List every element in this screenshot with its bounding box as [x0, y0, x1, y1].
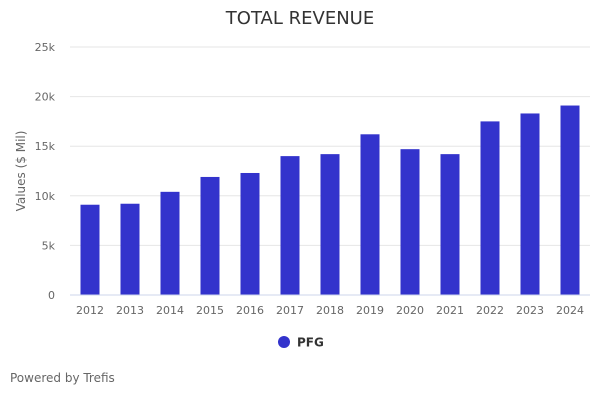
bar-2021[interactable] — [440, 154, 460, 295]
bar-2015[interactable] — [200, 176, 220, 295]
legend[interactable]: PFG — [278, 336, 324, 350]
x-tick-label: 2014 — [156, 304, 184, 317]
bar-2017[interactable] — [280, 156, 300, 295]
y-tick-label: 10k — [35, 190, 56, 203]
bars — [80, 105, 580, 296]
chart-title: TOTAL REVENUE — [225, 8, 374, 29]
bar-2012[interactable] — [80, 204, 100, 295]
bar-2024[interactable] — [560, 105, 580, 295]
x-tick-label: 2022 — [476, 304, 504, 317]
gridlines — [70, 46, 590, 246]
bar-2014[interactable] — [160, 191, 180, 295]
x-tick-label: 2019 — [356, 304, 384, 317]
legend-marker-icon — [278, 336, 290, 348]
y-tick-label: 20k — [35, 91, 56, 104]
x-tick-label: 2015 — [196, 304, 224, 317]
x-tick-label: 2017 — [276, 304, 304, 317]
bar-2020[interactable] — [400, 149, 420, 295]
x-axis-ticks: 2012 2013 2014 2015 2016 2017 2018 2019 2020 2021… — [76, 304, 584, 317]
y-axis-title: Values ($ Mil) — [14, 131, 28, 212]
bar-2013[interactable] — [120, 203, 140, 295]
x-tick-label: 2023 — [516, 304, 544, 317]
x-tick-label: 2018 — [316, 304, 344, 317]
y-tick-label: 15k — [35, 140, 56, 153]
x-tick-label: 2013 — [116, 304, 144, 317]
x-tick-label: 2024 — [556, 304, 584, 317]
bar-2016[interactable] — [240, 172, 260, 295]
credit-text: Powered by Trefis — [10, 371, 115, 385]
bar-2018[interactable] — [320, 154, 340, 295]
y-tick-label: 0 — [48, 289, 55, 302]
y-tick-label: 25k — [35, 41, 56, 54]
x-tick-label: 2016 — [236, 304, 264, 317]
x-tick-label: 2020 — [396, 304, 424, 317]
x-tick-label: 2012 — [76, 304, 104, 317]
bar-2019[interactable] — [360, 134, 380, 295]
y-tick-label: 5k — [42, 239, 56, 252]
legend-label: PFG — [297, 336, 324, 350]
x-tick-label: 2021 — [436, 304, 464, 317]
bar-2023[interactable] — [520, 113, 540, 296]
bar-2022[interactable] — [480, 121, 500, 296]
y-axis-ticks: 0 5k 10k 15k 20k 25k — [35, 41, 56, 302]
